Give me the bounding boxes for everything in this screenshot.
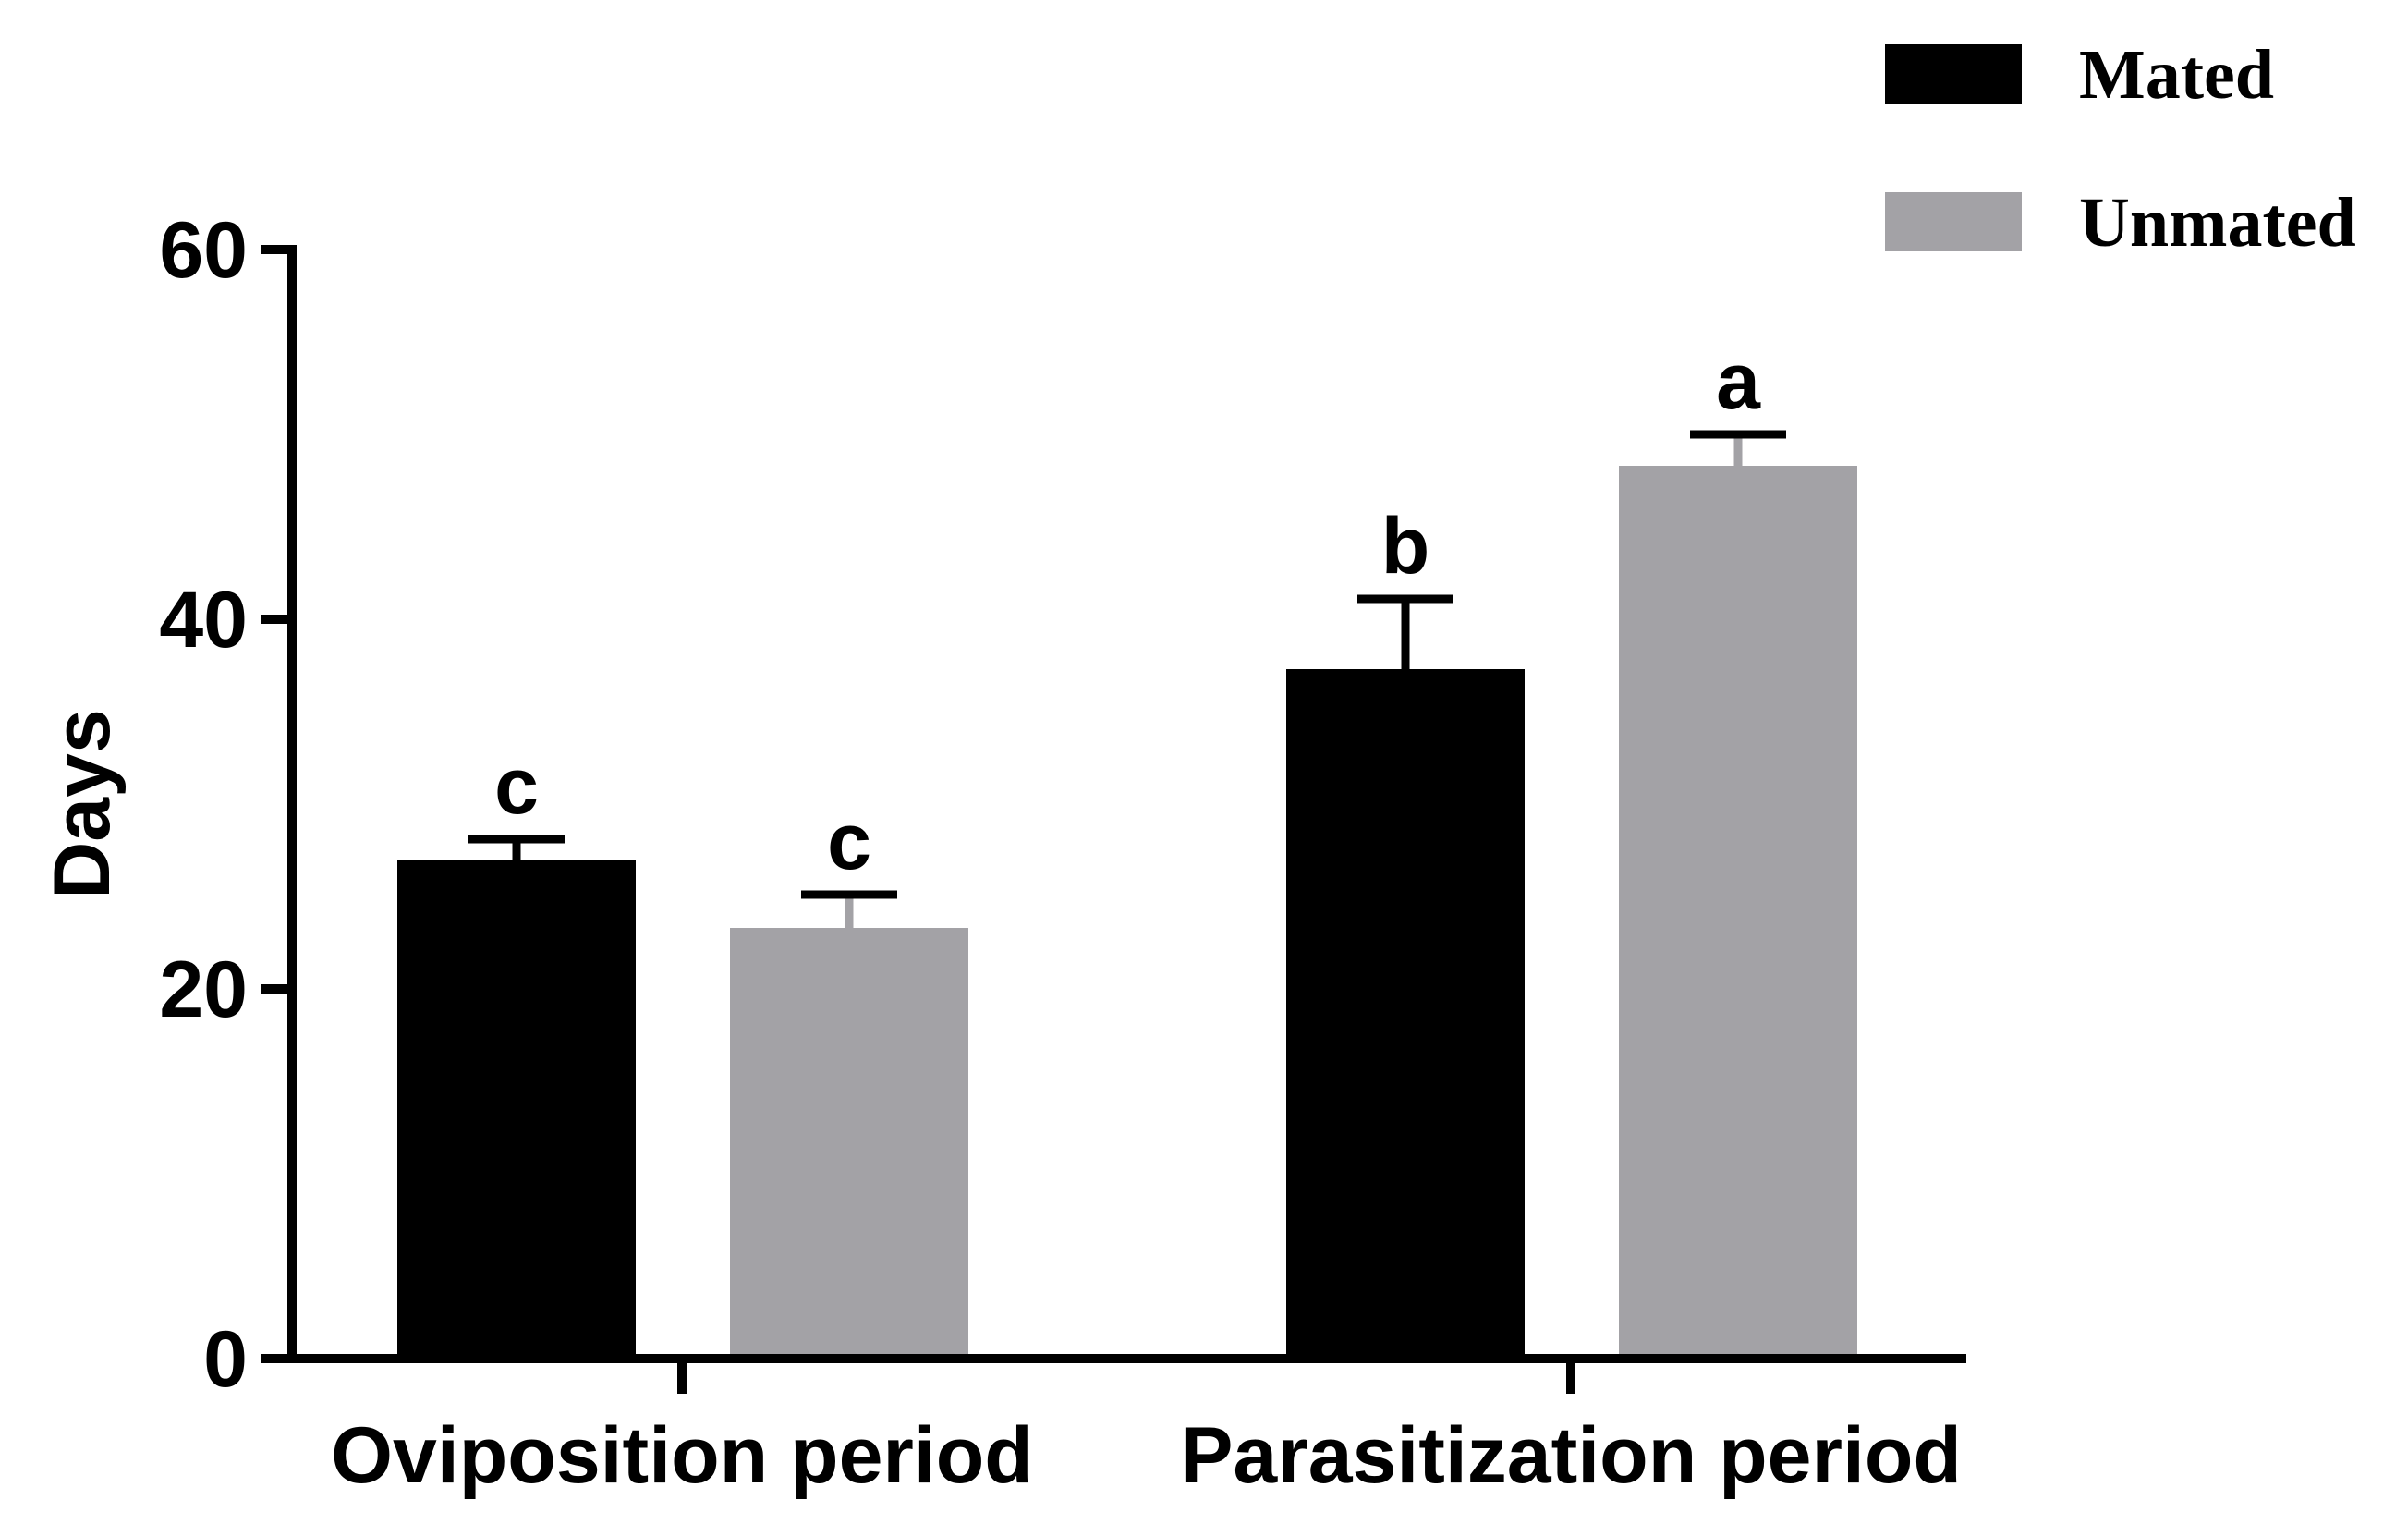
legend-swatch-unmated xyxy=(1885,192,2022,251)
bar-unmated-1 xyxy=(730,928,968,1359)
legend-swatch-mated xyxy=(1885,44,2022,104)
y-tick-label-0: 0 xyxy=(203,1315,248,1404)
significance-labels-layer: c b c a xyxy=(494,337,1761,886)
category-label-2: Parasitization period xyxy=(1180,1411,1962,1500)
legend: Mated Unmated xyxy=(1885,36,2356,262)
category-label-1: Oviposition period xyxy=(331,1411,1033,1500)
legend-label-unmated: Unmated xyxy=(2079,184,2356,262)
x-ticks-layer: Oviposition period Parasitization period xyxy=(331,1359,1962,1500)
significance-label-unmated-1: c xyxy=(827,798,871,886)
bars-layer xyxy=(397,466,1857,1359)
significance-label-mated-1: c xyxy=(494,742,539,831)
significance-label-mated-2: b xyxy=(1381,502,1430,591)
y-tick-label-40: 40 xyxy=(159,576,248,664)
legend-label-mated: Mated xyxy=(2079,36,2274,114)
y-ticks-layer: 0 20 40 60 xyxy=(159,206,292,1404)
bar-unmated-2 xyxy=(1619,466,1857,1359)
bar-mated-2 xyxy=(1286,669,1525,1359)
y-tick-label-60: 60 xyxy=(159,206,248,295)
error-bars-layer xyxy=(468,430,1786,961)
y-tick-label-20: 20 xyxy=(159,945,248,1034)
y-axis-title: Days xyxy=(38,709,127,899)
bar-mated-1 xyxy=(397,860,636,1359)
significance-label-unmated-2: a xyxy=(1716,337,1761,426)
